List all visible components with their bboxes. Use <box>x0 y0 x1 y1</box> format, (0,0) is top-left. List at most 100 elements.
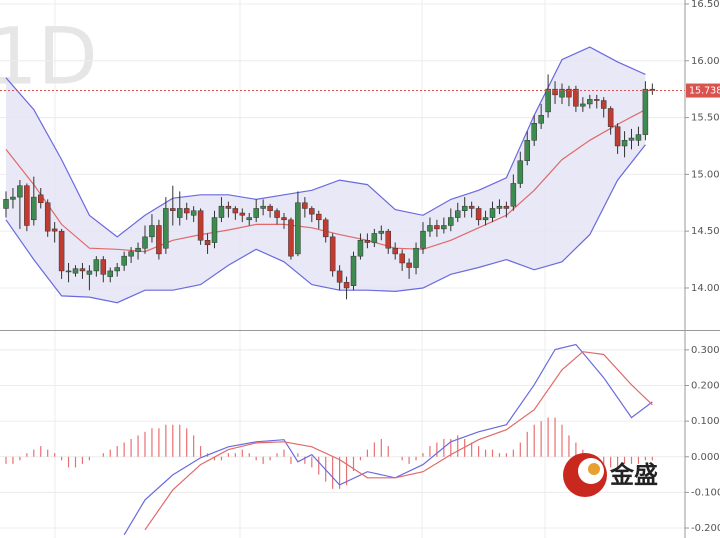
candle-body <box>531 123 537 141</box>
candle-body <box>468 205 475 209</box>
candle-body <box>177 208 183 218</box>
candle-body <box>510 183 517 207</box>
candle-body <box>594 99 600 101</box>
candle-body <box>552 88 558 96</box>
candle-body <box>58 230 65 272</box>
candle-body <box>364 240 371 243</box>
candle-body <box>93 259 100 272</box>
candle-body <box>225 205 232 209</box>
indicator-line <box>5 144 646 304</box>
candle-body <box>190 210 197 216</box>
candle-body <box>371 233 378 243</box>
logo: 金盛 <box>563 453 658 497</box>
y-tick-label: 15.000 <box>691 169 720 180</box>
candle-body <box>343 282 350 289</box>
candle-body <box>218 205 225 218</box>
candle-body <box>114 267 120 272</box>
price-panel <box>0 3 685 304</box>
candle-body <box>448 217 454 226</box>
candle-body <box>163 208 169 249</box>
candle-body <box>295 202 301 255</box>
candle-body <box>621 140 628 147</box>
candle-body <box>246 217 252 221</box>
candle-body <box>642 88 649 135</box>
candle-body <box>545 88 551 113</box>
candle-body <box>149 225 155 238</box>
candle-body <box>232 208 239 214</box>
candle-body <box>38 194 44 204</box>
candle-body <box>329 236 336 272</box>
y-tick-label: 14.500 <box>691 226 720 237</box>
candle-body <box>350 255 357 286</box>
y-tick-label: 16.000 <box>691 56 720 67</box>
candle-body <box>378 230 385 234</box>
candle-body <box>31 196 37 221</box>
macd-panel <box>0 343 685 536</box>
candle-body <box>600 100 607 109</box>
candle-body <box>239 212 246 216</box>
indicator-line <box>144 351 653 531</box>
candle-body <box>566 88 572 98</box>
candle-body <box>517 160 524 184</box>
watermark: 1D <box>0 12 98 102</box>
candle-body <box>482 217 489 221</box>
candle-body <box>267 205 273 211</box>
candle-body <box>142 236 148 249</box>
candle-body <box>281 217 287 221</box>
candle-body <box>385 230 391 249</box>
candle-body <box>580 103 586 107</box>
candle-body <box>288 219 294 257</box>
logo-icon-dot <box>588 463 600 475</box>
candle-body <box>100 259 107 275</box>
candle-body <box>253 208 259 218</box>
candle-body <box>357 240 364 257</box>
candle-body <box>65 270 72 273</box>
y-tick-label: 14.000 <box>691 283 720 294</box>
y-tick-label: 0.0000 <box>691 452 720 463</box>
candle-body <box>72 268 79 274</box>
indicator-line <box>5 46 646 238</box>
candle-body <box>524 140 530 161</box>
candle-body <box>274 210 280 218</box>
candle-body <box>573 88 579 107</box>
candle-body <box>413 247 419 268</box>
candle-body <box>434 225 440 230</box>
y-tick-label: 15.500 <box>691 113 720 124</box>
candle-body <box>635 134 642 141</box>
candle-body <box>128 251 134 257</box>
indicator-line <box>123 343 653 536</box>
candle-body <box>392 247 398 255</box>
candle-body <box>614 126 621 147</box>
last-price-label: 15.738 <box>689 86 720 97</box>
candle-body <box>79 268 86 272</box>
candle-body <box>475 208 482 221</box>
candle-body <box>309 208 315 215</box>
candle-body <box>211 217 218 243</box>
candle-body <box>322 219 329 238</box>
candle-body <box>183 208 190 214</box>
candle-body <box>17 185 23 198</box>
candle-body <box>336 270 343 283</box>
candle-body <box>51 228 58 232</box>
candle-body <box>170 208 176 211</box>
candle-body <box>44 202 51 232</box>
candle-body <box>607 108 614 127</box>
candle-body <box>260 205 266 209</box>
candle-body <box>503 205 510 209</box>
candle-body <box>302 202 308 209</box>
candle-body <box>441 225 447 230</box>
candle-body <box>496 205 503 209</box>
candle-body <box>316 213 322 221</box>
candle-body <box>156 225 162 255</box>
candle-body <box>121 255 127 266</box>
candle-body <box>559 88 565 98</box>
candle-body <box>587 99 593 105</box>
candle-body <box>406 262 412 268</box>
candle-body <box>197 210 204 241</box>
